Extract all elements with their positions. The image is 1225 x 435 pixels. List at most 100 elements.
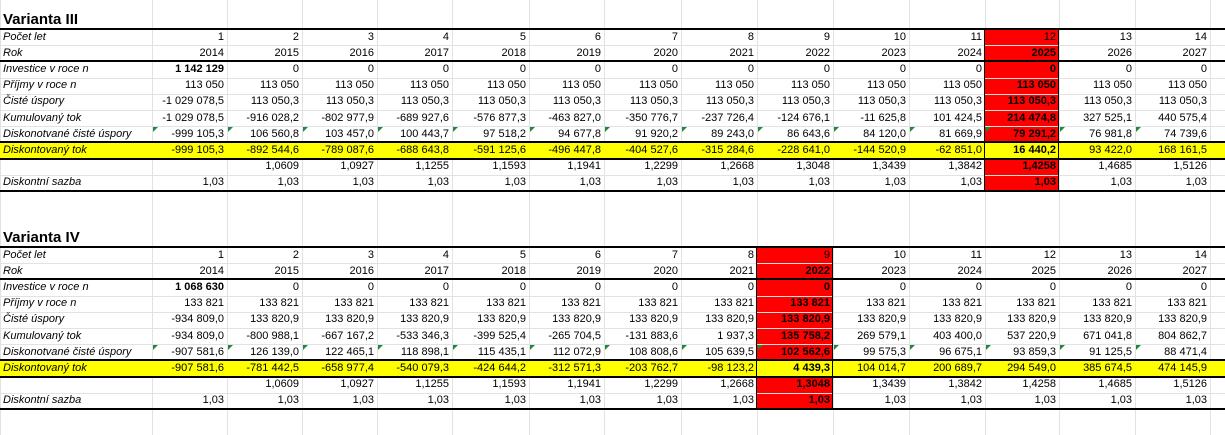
cell[interactable]: 113 050,3 bbox=[552, 95, 601, 108]
cell[interactable]: 0 bbox=[1049, 62, 1056, 75]
cell[interactable]: 537 220,9 bbox=[1007, 329, 1056, 342]
cell[interactable]: 0 bbox=[671, 280, 678, 293]
cell[interactable]: 133 820,9 bbox=[705, 313, 754, 326]
cell[interactable]: 113 050,3 bbox=[325, 95, 374, 108]
cell[interactable]: 2025 bbox=[1031, 264, 1056, 277]
cell[interactable]: 103 457,0 bbox=[325, 127, 374, 140]
cell[interactable]: 91 125,5 bbox=[1089, 345, 1132, 358]
cell[interactable]: 113 050,3 bbox=[705, 95, 754, 108]
cell[interactable]: -312 571,3 bbox=[548, 361, 601, 374]
cell[interactable]: 1,03 bbox=[352, 176, 374, 189]
cell[interactable]: -907 581,6 bbox=[171, 345, 224, 358]
cell[interactable]: 294 549,0 bbox=[1007, 361, 1056, 374]
cell[interactable]: 93 422,0 bbox=[1089, 143, 1132, 156]
cell[interactable]: 105 639,5 bbox=[705, 345, 754, 358]
cell[interactable]: 0 bbox=[292, 62, 299, 75]
cell[interactable]: 101 424,5 bbox=[933, 111, 982, 124]
cell[interactable]: 0 bbox=[747, 62, 754, 75]
cell[interactable]: 86 643,6 bbox=[787, 127, 830, 140]
cell[interactable]: 113 050,3 bbox=[1158, 95, 1207, 108]
cell[interactable]: 1,03 bbox=[1034, 176, 1056, 189]
cell[interactable]: -892 544,6 bbox=[246, 143, 299, 156]
cell[interactable]: 0 bbox=[519, 62, 526, 75]
cell[interactable]: 0 bbox=[823, 280, 830, 293]
cell[interactable]: 113 050,3 bbox=[400, 95, 449, 108]
cell[interactable]: 2025 bbox=[1031, 46, 1056, 59]
cell[interactable]: 1,03 bbox=[1185, 176, 1207, 189]
cell[interactable]: 1,03 bbox=[1110, 176, 1132, 189]
cell[interactable]: 113 050 bbox=[335, 79, 374, 92]
cell[interactable]: 113 050,3 bbox=[933, 95, 982, 108]
cell[interactable]: 126 139,0 bbox=[250, 345, 299, 358]
cell[interactable]: 2014 bbox=[199, 46, 224, 59]
cell[interactable]: 1,03 bbox=[277, 394, 299, 407]
cell[interactable]: 2018 bbox=[501, 46, 526, 59]
cell[interactable]: 4 bbox=[442, 30, 449, 43]
cell[interactable]: 1,1255 bbox=[415, 160, 449, 173]
cell[interactable]: 113 050 bbox=[1168, 79, 1207, 92]
cell[interactable]: 113 050 bbox=[487, 79, 526, 92]
cell[interactable]: 1,03 bbox=[1034, 394, 1056, 407]
cell[interactable]: -800 988,1 bbox=[246, 329, 299, 342]
cell[interactable]: -404 527,6 bbox=[625, 143, 678, 156]
cell[interactable]: 8 bbox=[747, 30, 754, 43]
cell[interactable]: 5 bbox=[519, 248, 526, 261]
cell[interactable]: 113 050 bbox=[791, 79, 830, 92]
cell[interactable]: -688 643,8 bbox=[396, 143, 449, 156]
cell[interactable]: 2023 bbox=[881, 46, 906, 59]
cell[interactable]: 118 898,1 bbox=[400, 345, 449, 358]
cell[interactable]: 1,03 bbox=[202, 176, 224, 189]
cell[interactable]: -463 827,0 bbox=[548, 111, 601, 124]
cell[interactable] bbox=[152, 377, 227, 393]
cell[interactable]: 133 821 bbox=[1167, 297, 1207, 310]
cell[interactable]: 133 820,9 bbox=[1083, 313, 1132, 326]
cell[interactable]: 10 bbox=[893, 248, 906, 261]
cell[interactable]: 2020 bbox=[653, 46, 678, 59]
cell[interactable]: 1,5126 bbox=[1173, 160, 1207, 173]
cell[interactable]: 1,03 bbox=[579, 394, 601, 407]
cell[interactable]: 8 bbox=[747, 248, 754, 261]
cell[interactable]: 96 675,1 bbox=[939, 345, 982, 358]
cell[interactable]: 1,4685 bbox=[1098, 378, 1132, 391]
cell[interactable]: 112 072,9 bbox=[552, 345, 601, 358]
cell[interactable]: 0 bbox=[1049, 280, 1056, 293]
cell[interactable]: 1,3048 bbox=[796, 160, 830, 173]
cell[interactable]: 133 821 bbox=[1016, 297, 1056, 310]
cell[interactable]: -424 644,2 bbox=[473, 361, 526, 374]
cell[interactable]: -350 776,7 bbox=[625, 111, 678, 124]
cell[interactable]: 135 758,2 bbox=[781, 329, 830, 342]
cell[interactable]: 1,03 bbox=[427, 176, 449, 189]
cell[interactable]: -131 883,6 bbox=[625, 329, 678, 342]
cell[interactable]: 1,03 bbox=[277, 176, 299, 189]
cell[interactable]: 1 068 630 bbox=[175, 280, 224, 293]
cell[interactable]: 1,2668 bbox=[720, 378, 754, 391]
cell[interactable]: 804 862,7 bbox=[1158, 329, 1207, 342]
cell[interactable]: 113 050 bbox=[867, 79, 906, 92]
cell[interactable]: 2022 bbox=[805, 46, 830, 59]
cell[interactable]: 0 bbox=[823, 62, 830, 75]
cell[interactable]: 2017 bbox=[424, 264, 449, 277]
cell[interactable]: 133 821 bbox=[714, 297, 754, 310]
cell[interactable]: 1,03 bbox=[579, 176, 601, 189]
cell[interactable]: 1,4685 bbox=[1098, 160, 1132, 173]
cell[interactable]: 133 821 bbox=[942, 297, 982, 310]
cell[interactable]: 2024 bbox=[957, 264, 982, 277]
cell[interactable]: -237 726,4 bbox=[701, 111, 754, 124]
cell[interactable]: 7 bbox=[671, 30, 678, 43]
cell[interactable]: 2020 bbox=[653, 264, 678, 277]
cell[interactable]: 2 bbox=[292, 248, 299, 261]
cell[interactable]: 113 050 bbox=[410, 79, 449, 92]
cell[interactable]: 2022 bbox=[805, 264, 830, 277]
cell[interactable]: 10 bbox=[893, 30, 906, 43]
cell[interactable]: 0 bbox=[975, 62, 982, 75]
cell[interactable]: 2026 bbox=[1107, 46, 1132, 59]
cell[interactable]: -98 123,2 bbox=[707, 361, 754, 374]
cell[interactable]: 1,03 bbox=[732, 176, 754, 189]
cell[interactable]: 106 560,8 bbox=[250, 127, 299, 140]
cell[interactable]: 102 562,6 bbox=[781, 345, 830, 358]
cell[interactable]: 133 821 bbox=[184, 297, 224, 310]
cell[interactable]: 1 bbox=[217, 248, 224, 261]
cell[interactable]: 133 820,9 bbox=[400, 313, 449, 326]
cell[interactable]: 0 bbox=[671, 62, 678, 75]
